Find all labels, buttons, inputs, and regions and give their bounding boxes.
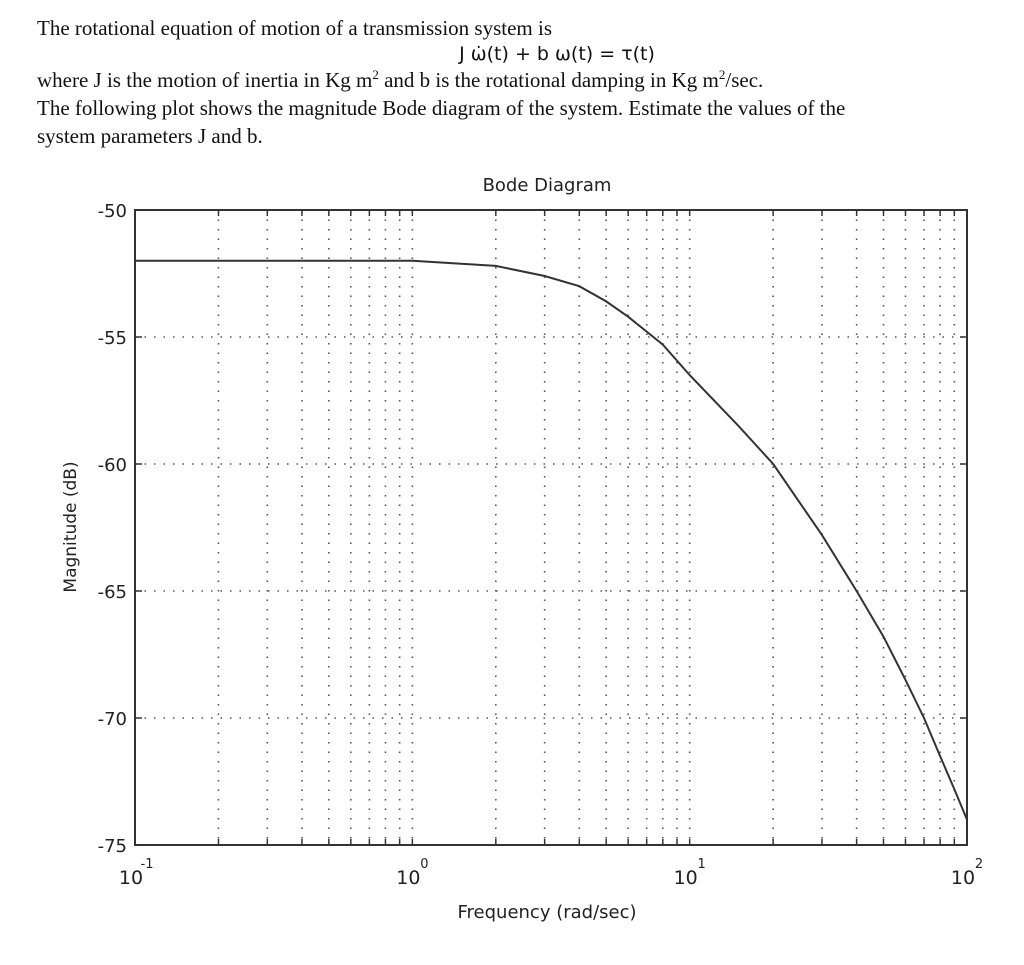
y-tick-label: -60 (98, 455, 127, 476)
svg-text:1: 1 (698, 857, 706, 872)
svg-text:-1: -1 (141, 857, 154, 872)
x-tick-label: 101 (674, 857, 706, 889)
y-tick-label: -70 (98, 709, 127, 730)
svg-text:10: 10 (396, 867, 420, 889)
svg-text:10: 10 (674, 867, 698, 889)
axis-ticks (134, 209, 967, 846)
x-axis-label: Frequency (rad/sec) (457, 902, 636, 923)
svg-text:10: 10 (119, 867, 143, 889)
magnitude-curve (135, 259, 968, 820)
chart-title: Bode Diagram (483, 175, 612, 196)
x-tick-label: 102 (951, 857, 983, 889)
svg-text:0: 0 (420, 857, 428, 872)
svg-text:2: 2 (975, 857, 983, 872)
problem-line-1: The rotational equation of motion of a t… (37, 16, 553, 40)
problem-line-4: The following plot shows the magnitude B… (37, 96, 846, 120)
grid-lines (135, 210, 967, 845)
x-tick-label: 100 (396, 857, 428, 889)
y-tick-label: -75 (98, 836, 127, 857)
problem-line-3: where J is the motion of inertia in Kg m… (37, 67, 764, 92)
x-tick-label: 10-1 (119, 857, 154, 889)
y-tick-labels: -50 -55 -60 -65 -70 -75 (98, 201, 127, 857)
svg-text:10: 10 (951, 867, 975, 889)
equation-of-motion: J ω̇(t) + b ω(t) = τ(t) (459, 43, 655, 65)
y-tick-label: -55 (98, 328, 127, 349)
problem-line-5: system parameters J and b. (37, 124, 263, 148)
problem-statement: The rotational equation of motion of a t… (37, 14, 997, 150)
y-tick-label: -65 (98, 582, 127, 603)
y-axis-label: Magnitude (dB) (61, 461, 81, 592)
y-tick-label: -50 (98, 201, 127, 222)
plot-frame (134, 209, 968, 846)
